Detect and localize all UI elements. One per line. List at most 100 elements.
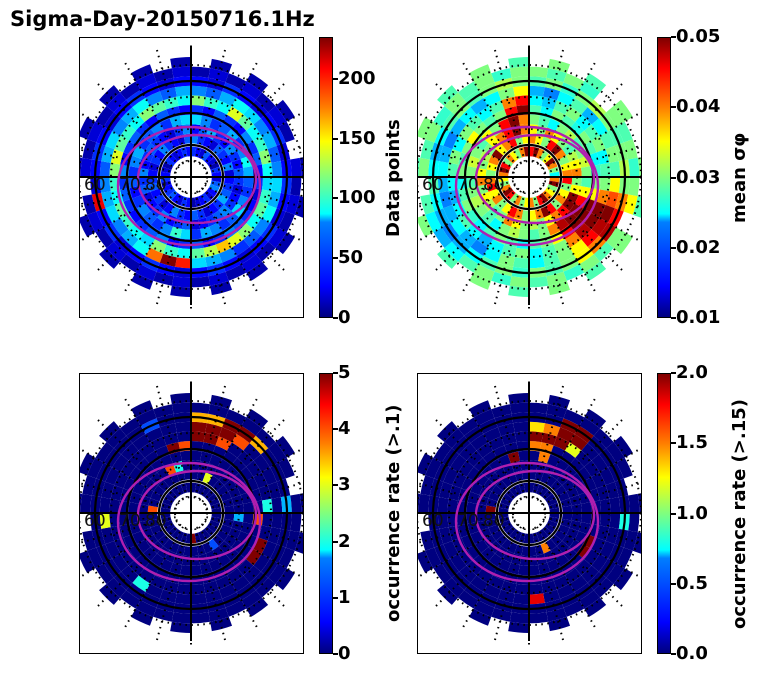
heatmap-cell	[183, 546, 191, 557]
heatmap-cell	[191, 133, 199, 144]
heatmap-cell	[191, 564, 202, 576]
heatmap-cell	[486, 182, 498, 192]
heatmap-cell	[497, 253, 515, 267]
heatmap-cell	[439, 191, 453, 209]
heatmap-cell	[437, 421, 459, 443]
heatmap-cell	[131, 64, 154, 82]
heatmap-cell	[459, 565, 477, 583]
heatmap-cell	[529, 612, 549, 624]
heatmap-cell	[246, 261, 269, 281]
heatmap-cell	[215, 436, 232, 451]
colorbar-tick: 2.0	[671, 362, 708, 383]
heatmap-cell	[268, 563, 287, 584]
heatmap-cell	[138, 503, 149, 513]
heatmap-cell	[246, 213, 262, 230]
grid-spoke	[201, 523, 286, 608]
heatmap-cell	[437, 583, 459, 605]
auroral-oval-outer	[454, 125, 600, 247]
lat-label-70: 70	[457, 175, 479, 195]
heatmap-cell	[191, 210, 199, 221]
heatmap-cell	[476, 513, 487, 523]
heatmap-cell	[169, 542, 180, 554]
heatmap-cell	[543, 589, 561, 603]
heatmap-cell	[242, 502, 254, 513]
heatmap-cell	[507, 115, 520, 128]
heatmap-cell	[546, 404, 567, 419]
heatmap-cell	[507, 562, 520, 575]
heatmap-cell	[566, 527, 579, 540]
auroral-oval-inner	[474, 469, 596, 561]
heatmap-cell	[518, 228, 529, 240]
colorbar-tick: 0.03	[670, 166, 721, 188]
heatmap-cell	[514, 247, 529, 259]
heatmap-cell	[529, 276, 549, 288]
heatmap-cell	[159, 558, 173, 572]
heatmap-cell	[120, 81, 141, 100]
heatmap-cell	[198, 484, 207, 495]
heatmap-cell	[205, 589, 223, 603]
heatmap-cell	[253, 454, 270, 473]
heatmap-cell	[529, 146, 535, 157]
heatmap-cell	[196, 470, 206, 482]
heatmap-cell	[547, 184, 558, 193]
heatmap-cell	[458, 81, 479, 100]
heatmap-cell	[467, 491, 480, 504]
heatmap-cell	[233, 177, 244, 187]
heatmap-cell	[162, 497, 173, 506]
heatmap-cell	[458, 254, 479, 273]
heatmap-cell	[507, 226, 520, 239]
heatmap-cell	[185, 146, 191, 157]
heatmap-cell	[544, 157, 556, 167]
heatmap-cell	[135, 217, 151, 233]
auroral-oval-inner	[136, 469, 258, 561]
heatmap-cell	[216, 149, 229, 161]
heatmap-cell	[558, 491, 570, 502]
heatmap-cell	[473, 600, 495, 617]
heatmap-cell	[99, 497, 111, 513]
heatmap-cell	[200, 115, 213, 128]
heatmap-cell	[155, 109, 170, 123]
heatmap-cell	[529, 421, 545, 433]
heatmap-cell	[253, 201, 268, 218]
heatmap-cell	[584, 261, 607, 281]
heatmap-cell	[153, 271, 174, 286]
heatmap-cell	[486, 498, 498, 508]
heatmap-cell	[101, 191, 115, 209]
heatmap-cell	[444, 241, 465, 262]
heatmap-cell	[135, 600, 157, 617]
heatmap-cell	[191, 612, 211, 624]
heatmap-cell	[560, 114, 576, 130]
heatmap-cell	[191, 66, 211, 78]
heatmap-cell	[545, 538, 557, 551]
heatmap-cell	[135, 457, 151, 473]
heatmap-cell	[150, 524, 162, 535]
heatmap-cell	[470, 531, 484, 545]
grid-spoke	[80, 516, 176, 544]
heatmap-cell	[418, 493, 430, 513]
heatmap-cell	[153, 485, 166, 497]
grid-spoke	[418, 111, 516, 170]
auroral-oval-outer	[116, 461, 262, 583]
heatmap-cell	[159, 253, 177, 267]
heatmap-cell	[121, 443, 139, 461]
heatmap-cell	[145, 427, 164, 443]
colorbar-tick: 1	[333, 586, 351, 608]
heatmap-cell	[437, 247, 459, 269]
heatmap-cell	[616, 547, 633, 569]
heatmap-cell	[176, 431, 191, 443]
heatmap-cell	[554, 529, 567, 541]
heatmap-cell	[170, 621, 191, 633]
heatmap-cell	[185, 533, 191, 544]
heatmap-cell	[191, 421, 207, 433]
heatmap-cell	[606, 106, 625, 127]
heatmap-cell	[509, 192, 519, 204]
heatmap-cell	[470, 575, 489, 592]
heatmap-cell	[529, 431, 544, 443]
heatmap-cell	[275, 568, 295, 591]
heatmap-cell	[129, 491, 142, 504]
heatmap-cell	[209, 222, 223, 236]
heatmap-cell	[198, 148, 207, 159]
grid-spoke	[434, 187, 519, 272]
heatmap-cell	[220, 491, 232, 502]
heatmap-cell	[106, 428, 127, 449]
